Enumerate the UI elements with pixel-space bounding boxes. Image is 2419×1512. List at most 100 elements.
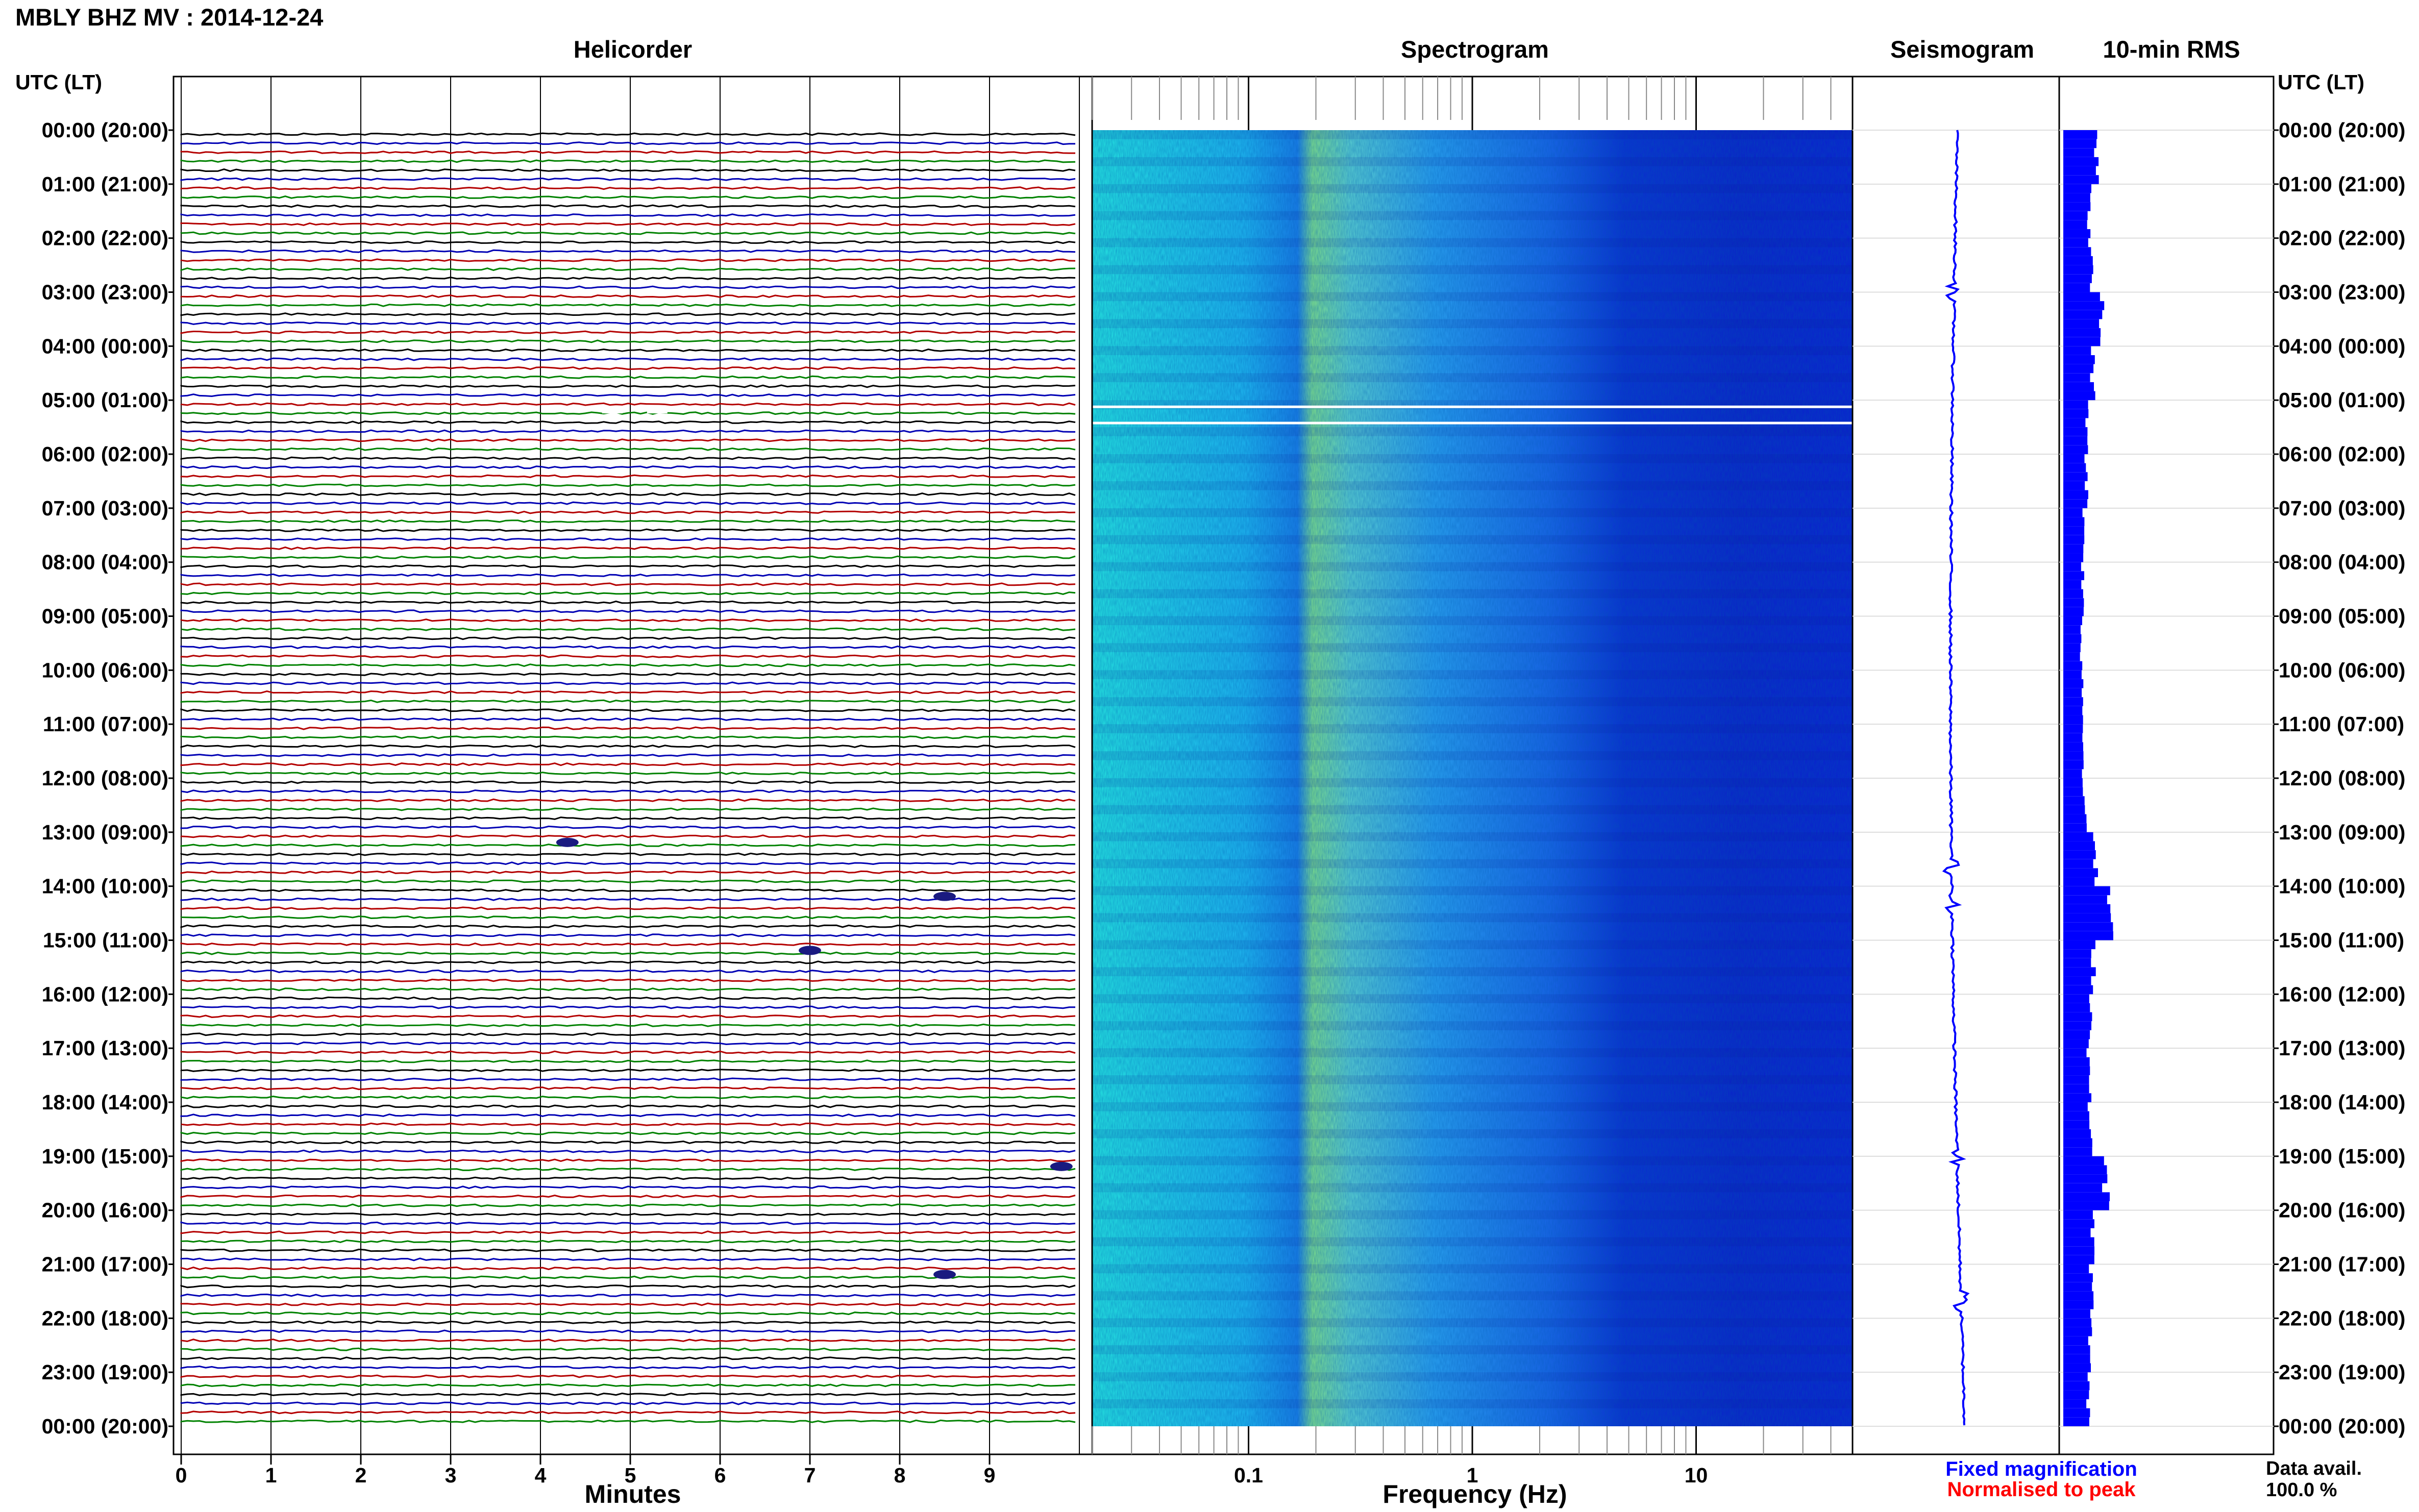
spectrogram-row bbox=[1092, 373, 1853, 382]
rms-bar bbox=[2063, 1138, 2092, 1148]
rms-bar bbox=[2063, 1084, 2089, 1094]
rms-bar bbox=[2063, 742, 2083, 752]
right-time-label: 11:00 (07:00) bbox=[2279, 712, 2404, 736]
rms-bar bbox=[2063, 346, 2091, 355]
rms-bar bbox=[2063, 1201, 2109, 1210]
rms-bar bbox=[2063, 949, 2091, 958]
frequency-tick-label: 0.1 bbox=[1234, 1464, 1263, 1487]
helicorder-trace bbox=[180, 942, 1076, 947]
helicorder-trace bbox=[180, 861, 1076, 865]
rms-bar bbox=[2063, 1075, 2089, 1084]
helicorder-trace bbox=[181, 1122, 1076, 1126]
helicorder-trace bbox=[180, 366, 1076, 370]
helicorder-trace bbox=[180, 1023, 1076, 1027]
spectrogram-row bbox=[1092, 1210, 1853, 1220]
rms-bar bbox=[2063, 607, 2084, 616]
rms-bar bbox=[2063, 661, 2083, 671]
rms-bar bbox=[2063, 670, 2082, 679]
rms-bar bbox=[2063, 463, 2086, 473]
chart-title: MBLY BHZ MV : 2014-12-24 bbox=[15, 4, 323, 31]
right-time-label: 18:00 (14:00) bbox=[2279, 1090, 2405, 1114]
left-time-label: 11:00 (07:00) bbox=[43, 712, 168, 736]
rms-bar bbox=[2063, 778, 2083, 787]
rms-bar bbox=[2063, 454, 2085, 463]
spectrogram-row bbox=[1092, 157, 1853, 166]
helicorder-trace bbox=[180, 1410, 1076, 1415]
rms-bar bbox=[2063, 157, 2099, 166]
rms-bar bbox=[2063, 184, 2091, 193]
rms-bar bbox=[2063, 472, 2088, 481]
helicorder-trace bbox=[181, 888, 1076, 893]
spectrogram-row bbox=[1092, 616, 1853, 626]
rms-bar bbox=[2063, 985, 2093, 995]
helicorder-trace bbox=[180, 1374, 1076, 1378]
rms-bar bbox=[2063, 733, 2083, 742]
rms-bar bbox=[2063, 814, 2087, 824]
rms-bar bbox=[2063, 148, 2094, 157]
helicorder-trace bbox=[180, 330, 1076, 334]
helicorder-trace bbox=[180, 600, 1076, 604]
rms-bar bbox=[2063, 283, 2090, 292]
rms-bar bbox=[2063, 823, 2087, 832]
rms-bar bbox=[2063, 922, 2113, 931]
helicorder-trace bbox=[180, 510, 1076, 514]
rms-bar bbox=[2063, 1165, 2107, 1175]
helicorder-trace bbox=[181, 627, 1076, 631]
rms-bar bbox=[2063, 517, 2085, 527]
helicorder-trace bbox=[180, 960, 1076, 964]
helicorder-trace bbox=[180, 1113, 1076, 1118]
helicorder-trace bbox=[180, 690, 1076, 695]
right-time-label: 04:00 (00:00) bbox=[2279, 334, 2405, 358]
right-time-label: 14:00 (10:00) bbox=[2279, 875, 2405, 898]
spectrogram-row bbox=[1092, 292, 1853, 302]
left-time-label: 20:00 (16:00) bbox=[42, 1199, 168, 1222]
helicorder-trace bbox=[180, 438, 1076, 442]
spectrogram-row bbox=[1092, 1183, 1853, 1193]
helicorder-trace bbox=[180, 1392, 1076, 1396]
rms-bar bbox=[2063, 652, 2080, 661]
rms-bar bbox=[2063, 625, 2081, 634]
rms-bar bbox=[2063, 535, 2085, 544]
minute-tick-label: 0 bbox=[176, 1464, 187, 1487]
data-avail-label: Data avail. bbox=[2266, 1458, 2362, 1479]
rms-bar bbox=[2063, 616, 2082, 626]
spectrogram-row bbox=[1092, 1399, 1853, 1408]
spectrogram-row bbox=[1092, 346, 1853, 355]
helicorder-trace bbox=[180, 186, 1076, 190]
rms-bar bbox=[2063, 679, 2084, 688]
helicorder-trace bbox=[180, 717, 1076, 721]
helicorder-trace bbox=[180, 915, 1076, 920]
rms-bar bbox=[2063, 1300, 2094, 1309]
rms-bar bbox=[2063, 598, 2084, 607]
seismogram-title: Seismogram bbox=[1890, 36, 2034, 63]
rms-bar bbox=[2063, 1039, 2089, 1049]
left-time-label: 07:00 (03:00) bbox=[42, 497, 168, 520]
rms-bar bbox=[2063, 301, 2105, 310]
rms-bar bbox=[2063, 490, 2088, 500]
helicorder-event bbox=[933, 1270, 956, 1279]
rms-bar bbox=[2063, 337, 2101, 346]
rms-bar bbox=[2063, 1183, 2103, 1193]
right-time-label: 09:00 (05:00) bbox=[2279, 605, 2405, 628]
rms-bar bbox=[2063, 409, 2089, 418]
left-time-label: 12:00 (08:00) bbox=[42, 766, 168, 790]
rms-bar bbox=[2063, 940, 2095, 950]
frequency-tick-label: 1 bbox=[1467, 1464, 1478, 1487]
rms-bar bbox=[2063, 1003, 2090, 1012]
rms-bar bbox=[2063, 247, 2091, 256]
rms-bar bbox=[2063, 1327, 2092, 1336]
helicorder-trace bbox=[180, 393, 1076, 398]
right-time-label: 16:00 (12:00) bbox=[2279, 982, 2405, 1006]
spectrogram-title: Spectrogram bbox=[1401, 36, 1549, 63]
helicorder-trace bbox=[180, 996, 1076, 1000]
rms-bar bbox=[2063, 751, 2084, 760]
helicorder-trace bbox=[180, 591, 1076, 596]
spectrogram-row bbox=[1092, 1264, 1853, 1274]
rms-bar bbox=[2063, 796, 2085, 805]
spectrogram-row bbox=[1092, 805, 1853, 814]
helicorder-trace bbox=[180, 1240, 1076, 1244]
rms-bar bbox=[2063, 1120, 2090, 1129]
rms-bar bbox=[2063, 958, 2091, 968]
spectrogram-row bbox=[1092, 994, 1853, 1003]
helicorder-trace bbox=[180, 969, 1076, 973]
